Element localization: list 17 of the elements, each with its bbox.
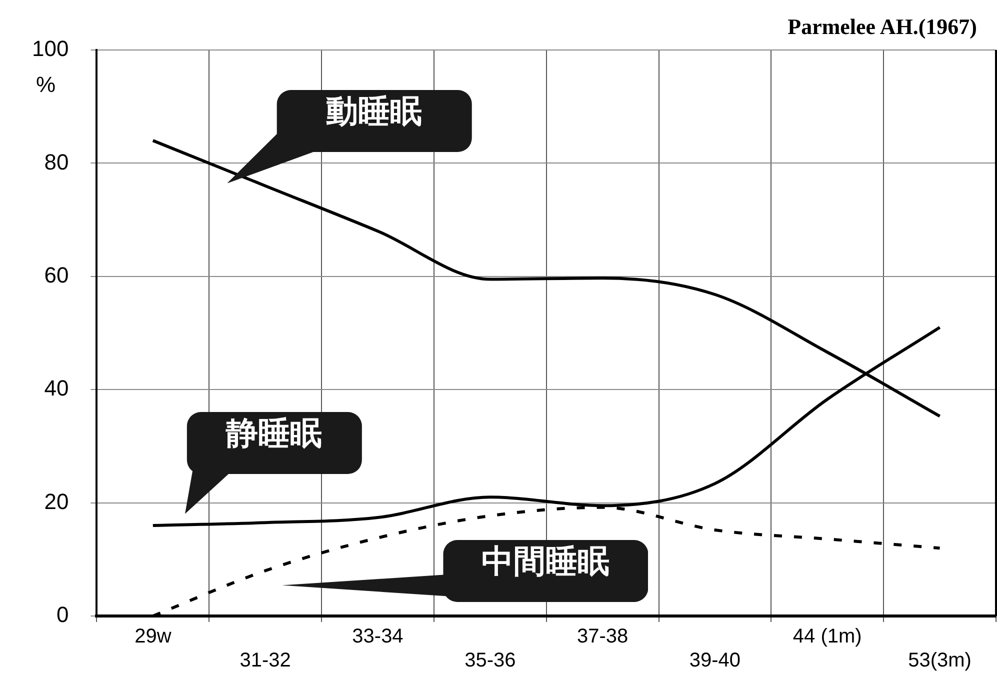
x-tick-label: 33-34 — [352, 626, 404, 648]
x-tick-label: 37-38 — [576, 626, 628, 648]
x-tick-label: 35-36 — [464, 650, 516, 672]
y-tick-label: 80 — [44, 149, 69, 174]
x-tick-label: 39-40 — [689, 650, 741, 672]
y-tick-label: 20 — [44, 488, 69, 514]
y-axis-title: % — [36, 72, 56, 98]
x-tick-label: 29w — [134, 626, 172, 648]
y-tick-label: 60 — [44, 262, 69, 288]
chart-title: Parmelee AH.(1967) — [788, 14, 977, 40]
y-tick-label: 0 — [56, 602, 69, 628]
y-tick-label: 100 — [32, 36, 69, 62]
y-tick-label: 40 — [44, 376, 69, 401]
series-label: 中間睡眠 — [480, 540, 610, 582]
x-tick-label: 31-32 — [240, 650, 291, 672]
x-tick-label: 44 (1m) — [792, 626, 862, 648]
x-tick-label: 53(3m) — [908, 650, 972, 672]
